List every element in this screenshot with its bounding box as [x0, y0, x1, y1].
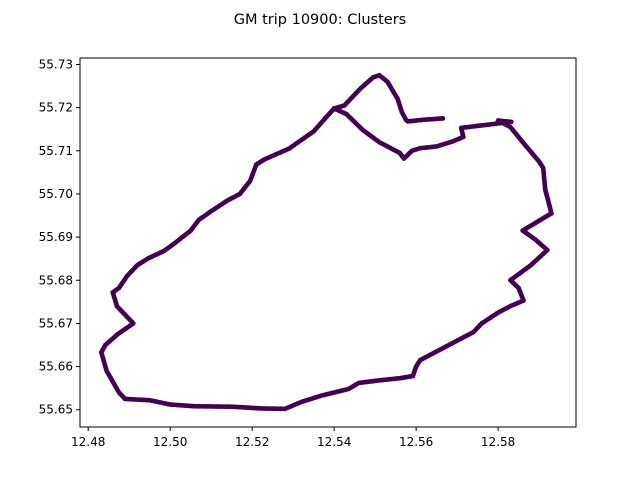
y-axis-ticks: 55.65 55.66 55.67 55.68 55.69 55.70 55.71 55.72…	[39, 57, 80, 417]
points-layer	[98, 72, 554, 412]
x-tick-label: 12.50	[153, 435, 187, 449]
y-tick-label: 55.69	[39, 230, 73, 244]
plot-area-frame	[79, 57, 577, 428]
x-tick-label: 12.54	[317, 435, 351, 449]
y-tick-label: 55.65	[39, 403, 73, 417]
y-tick-label: 55.70	[39, 187, 73, 201]
x-axis-ticks: 12.48 12.50 12.52 12.54 12.56 12.58	[71, 427, 515, 449]
y-tick-label: 55.66	[39, 360, 73, 374]
y-tick-label: 55.72	[39, 101, 73, 115]
y-tick-label: 55.71	[39, 144, 73, 158]
x-tick-label: 12.52	[235, 435, 269, 449]
y-tick-label: 55.73	[39, 57, 73, 71]
x-tick-label: 12.58	[481, 435, 515, 449]
x-tick-label: 12.48	[71, 435, 105, 449]
chart-title: GM trip 10900: Clusters	[234, 12, 407, 28]
y-tick-label: 55.67	[39, 316, 73, 330]
x-tick-label: 12.56	[399, 435, 433, 449]
data-point	[331, 106, 337, 111]
y-tick-label: 55.68	[39, 273, 73, 287]
